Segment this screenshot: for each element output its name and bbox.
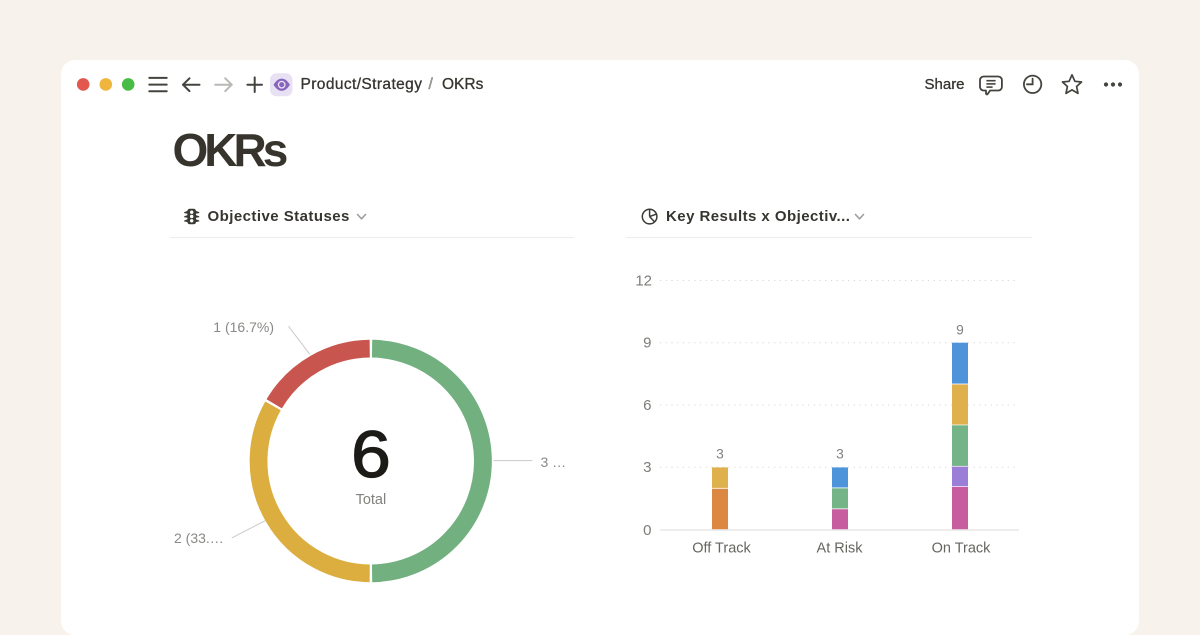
svg-text:At Risk: At Risk [817,541,864,557]
svg-text:9: 9 [956,323,964,338]
svg-text:9: 9 [643,335,651,352]
svg-text:12: 12 [635,272,652,289]
svg-text:0: 0 [643,522,651,539]
svg-text:Off Track: Off Track [692,541,751,557]
svg-text:3: 3 [716,447,724,462]
svg-text:6: 6 [643,397,651,414]
svg-text:3: 3 [643,459,651,476]
svg-text:On Track: On Track [932,541,992,557]
svg-text:3: 3 [836,447,844,462]
